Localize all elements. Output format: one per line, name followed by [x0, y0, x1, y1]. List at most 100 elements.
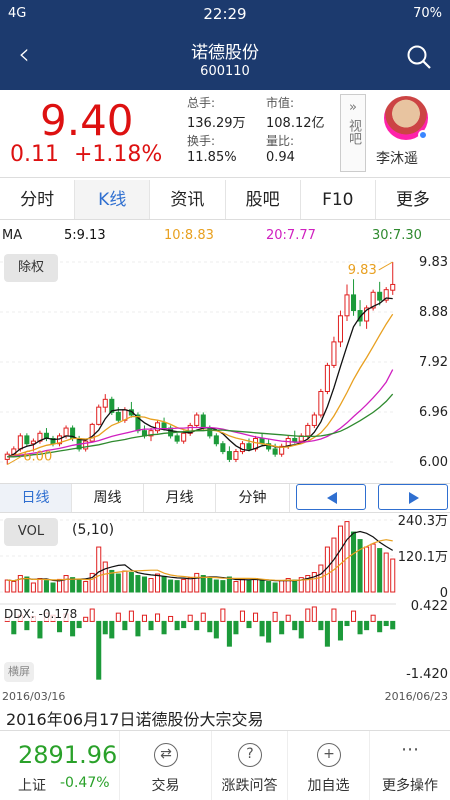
tab-timeshare[interactable]: 分时	[0, 180, 76, 219]
volume-bar	[122, 570, 128, 593]
period-month[interactable]: 月线	[144, 484, 216, 512]
ddx-bar	[266, 620, 272, 643]
indicator-vol-button[interactable]: VOL	[4, 518, 58, 546]
candle-body	[96, 406, 102, 425]
volume-bar	[370, 543, 376, 593]
ddx-bar	[351, 610, 357, 622]
ddx-bar	[102, 620, 108, 635]
volume-bar	[259, 579, 265, 593]
price-tick: 9.83	[419, 255, 448, 270]
ddx-label[interactable]: DDX: -0.178	[4, 607, 78, 621]
volume-bar	[168, 579, 174, 593]
volume-bar	[70, 577, 76, 593]
ma10-value: 10:8.83	[164, 228, 214, 243]
volume-bar	[220, 580, 226, 593]
ddx-bar	[89, 608, 95, 622]
volume-bar	[11, 581, 17, 593]
status-bar: 4G 22:29 70%	[0, 0, 450, 28]
ddx-tick: 0.422	[411, 599, 448, 614]
tab-more[interactable]: 更多	[395, 190, 430, 210]
index-change: -0.47%	[60, 775, 110, 791]
ddx-bar	[122, 620, 128, 631]
candle-body	[17, 435, 23, 450]
index-name: 上证	[18, 778, 46, 794]
search-icon[interactable]	[406, 44, 432, 70]
volume-bar	[109, 569, 115, 593]
ddx-bar	[279, 620, 285, 635]
candle-body	[351, 294, 357, 312]
ddx-bar	[109, 620, 115, 639]
price-tick: 6.00	[419, 455, 448, 470]
candle-body	[161, 422, 167, 429]
tab-f10[interactable]: F10	[301, 180, 376, 219]
volume-bar	[292, 579, 298, 593]
period-week[interactable]: 周线	[72, 484, 144, 512]
volume-bar	[161, 575, 167, 593]
ddx-bar	[213, 620, 219, 639]
stock-code: 600110	[200, 64, 250, 79]
nav-bar: ‹ 诺德股份 600110	[0, 28, 450, 90]
ddx-bar	[220, 608, 226, 622]
ddx-bar	[148, 620, 154, 631]
volume-bar	[194, 572, 200, 593]
next-button[interactable]	[378, 484, 448, 510]
ddx-bar	[24, 620, 30, 631]
candle-body	[213, 435, 219, 445]
index-widget[interactable]: 2891.96 上证 -0.47%	[0, 731, 120, 800]
candle-body	[148, 430, 154, 437]
candle-body	[24, 435, 30, 445]
volume-bar	[30, 582, 36, 593]
ddx-bar	[239, 610, 245, 622]
stock-chart[interactable]: 9.83 8.88 7.92 6.96 6.00 9.83 6.00 240.3万 120.1…	[0, 220, 450, 690]
ddx-bar	[305, 608, 311, 622]
prev-button[interactable]	[296, 484, 366, 510]
volume-bar	[226, 576, 232, 593]
back-icon[interactable]: ‹	[18, 37, 30, 72]
volume-bar	[272, 582, 278, 593]
news-headline[interactable]: 2016年06月17日诺德股份大宗交易	[6, 710, 264, 728]
online-dot-icon	[418, 130, 428, 140]
candle-body	[57, 435, 63, 445]
volume-bar	[96, 546, 102, 593]
stock-name: 诺德股份	[191, 43, 259, 63]
trade-button[interactable]: ⇄ 交易	[120, 731, 212, 800]
add-watchlist-button[interactable]: + 加自选	[288, 731, 370, 800]
ddx-tick: -1.420	[406, 667, 448, 682]
view-bar-button[interactable]: » 视吧	[340, 94, 366, 172]
tab-kline[interactable]: K线	[75, 180, 151, 219]
ddx-bar	[226, 620, 232, 647]
tab-news[interactable]: 资讯	[150, 180, 226, 219]
view-bar-label: 视吧	[346, 119, 361, 145]
qa-button[interactable]: ? 涨跌问答	[212, 731, 288, 800]
low-pointer	[7, 456, 22, 466]
candle-body	[181, 432, 187, 442]
ddx-bar	[331, 608, 337, 622]
more-actions-button[interactable]: ⋯ 更多操作	[370, 731, 450, 800]
tab-forum[interactable]: 股吧	[226, 180, 301, 219]
ddx-bar	[383, 620, 389, 627]
volume-bar	[174, 580, 180, 593]
landscape-button[interactable]: 横屏	[4, 662, 34, 682]
volume-bar	[200, 575, 206, 593]
volume-bar	[279, 580, 285, 593]
volume-bar	[181, 578, 187, 593]
volume-bar	[285, 578, 291, 593]
volume-bar	[43, 580, 49, 593]
ma20-value: 20:7.77	[266, 228, 316, 243]
volume-tick: 120.1万	[398, 550, 448, 565]
candle-body	[331, 341, 337, 366]
change-pct: +1.18%	[73, 142, 163, 167]
period-minute[interactable]: 分钟	[216, 484, 290, 512]
period-day[interactable]: 日线	[0, 484, 72, 512]
ddx-bar	[83, 616, 89, 622]
username[interactable]: 李沐遥	[376, 151, 418, 167]
candle-body	[109, 398, 115, 413]
candle-body	[83, 440, 89, 450]
candle-body	[220, 443, 226, 453]
candle-body	[292, 438, 298, 442]
ex-rights-button[interactable]: 除权	[4, 254, 58, 282]
volume-bar	[37, 578, 43, 593]
volume-bar	[24, 576, 30, 593]
ddx-bar	[76, 620, 82, 629]
low-label: 6.00	[23, 450, 52, 465]
